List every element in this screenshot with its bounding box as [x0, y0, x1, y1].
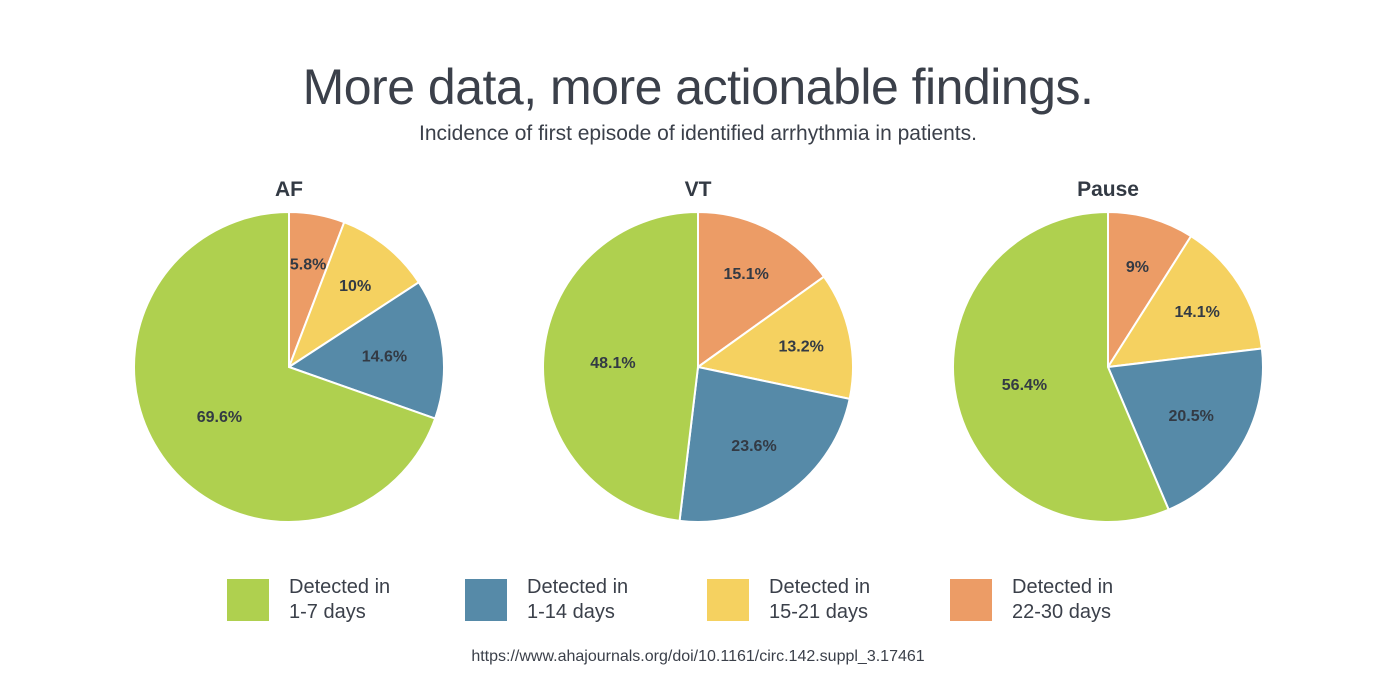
pie-slice-vt-22-30-days: [697, 210, 826, 369]
slice-label-af-1-14-days: 14.6%: [362, 349, 407, 366]
pie-chart-vt: VT 15.1% 13.2% 23.6% 48.1%: [542, 178, 854, 523]
legend-label-15-21-days: Detected in 15-21 days: [769, 576, 871, 623]
legend-label-1-7-days: Detected in 1-7 days: [289, 576, 391, 623]
chart-title-vt: VT: [685, 178, 712, 201]
slice-label-pause-1-14-days: 20.5%: [1168, 408, 1213, 425]
legend-swatch-1-14-days: [465, 579, 507, 621]
pie-slice-af-15-21-days: [286, 220, 421, 370]
legend-label-22-30-days: Detected in 22-30 days: [1012, 576, 1114, 623]
slice-label-af-1-7-days: 69.6%: [197, 409, 242, 426]
pie-slice-pause-22-30-days: [1107, 210, 1193, 371]
slice-label-af-22-30-days: 5.8%: [290, 256, 326, 273]
pie-slice-pause-1-14-days: [1106, 347, 1264, 511]
pie-charts: AF 5.8% 10% 14.6% 69.6% VT 15.1% 13.2% 23.6% 48.1…: [133, 178, 1264, 523]
legend-label-1-14-days: Detected in 1-14 days: [527, 576, 629, 623]
slice-label-vt-1-14-days: 23.6%: [731, 438, 776, 455]
slice-label-pause-22-30-days: 9%: [1126, 259, 1149, 276]
page-subtitle: Incidence of first episode of identified…: [419, 122, 977, 145]
pie-slice-pause-15-21-days: [1106, 234, 1264, 369]
pie-slice-af-1-14-days: [286, 280, 445, 420]
slice-label-af-15-21-days: 10%: [339, 278, 371, 295]
legend-swatch-22-30-days: [950, 579, 992, 621]
chart-title-af: AF: [275, 178, 303, 201]
pie-slice-vt-1-14-days: [678, 365, 851, 523]
pie-slice-af-1-7-days: [133, 210, 437, 523]
page-title: More data, more actionable findings.: [302, 59, 1094, 115]
slice-label-vt-1-7-days: 48.1%: [590, 355, 635, 372]
legend: Detected in 1-7 days Detected in 1-14 days…: [0, 576, 1396, 637]
pie-chart-pause: Pause 9% 14.1% 20.5% 56.4%: [952, 178, 1264, 523]
pie-slice-vt-15-21-days: [695, 275, 854, 401]
chart-title-pause: Pause: [1077, 178, 1139, 201]
source-url[interactable]: https://www.ahajournals.org/doi/10.1161/…: [471, 648, 925, 665]
slice-label-pause-1-7-days: 56.4%: [1002, 377, 1047, 394]
slice-label-vt-22-30-days: 15.1%: [723, 266, 768, 283]
legend-swatch-15-21-days: [707, 579, 749, 621]
pie-slice-vt-1-7-days: [542, 210, 699, 523]
pie-chart-af: AF 5.8% 10% 14.6% 69.6%: [133, 178, 445, 523]
pie-slice-pause-1-7-days: [952, 210, 1170, 523]
slice-label-pause-15-21-days: 14.1%: [1174, 304, 1219, 321]
legend-swatch-1-7-days: [227, 579, 269, 621]
slice-label-vt-15-21-days: 13.2%: [778, 338, 823, 355]
